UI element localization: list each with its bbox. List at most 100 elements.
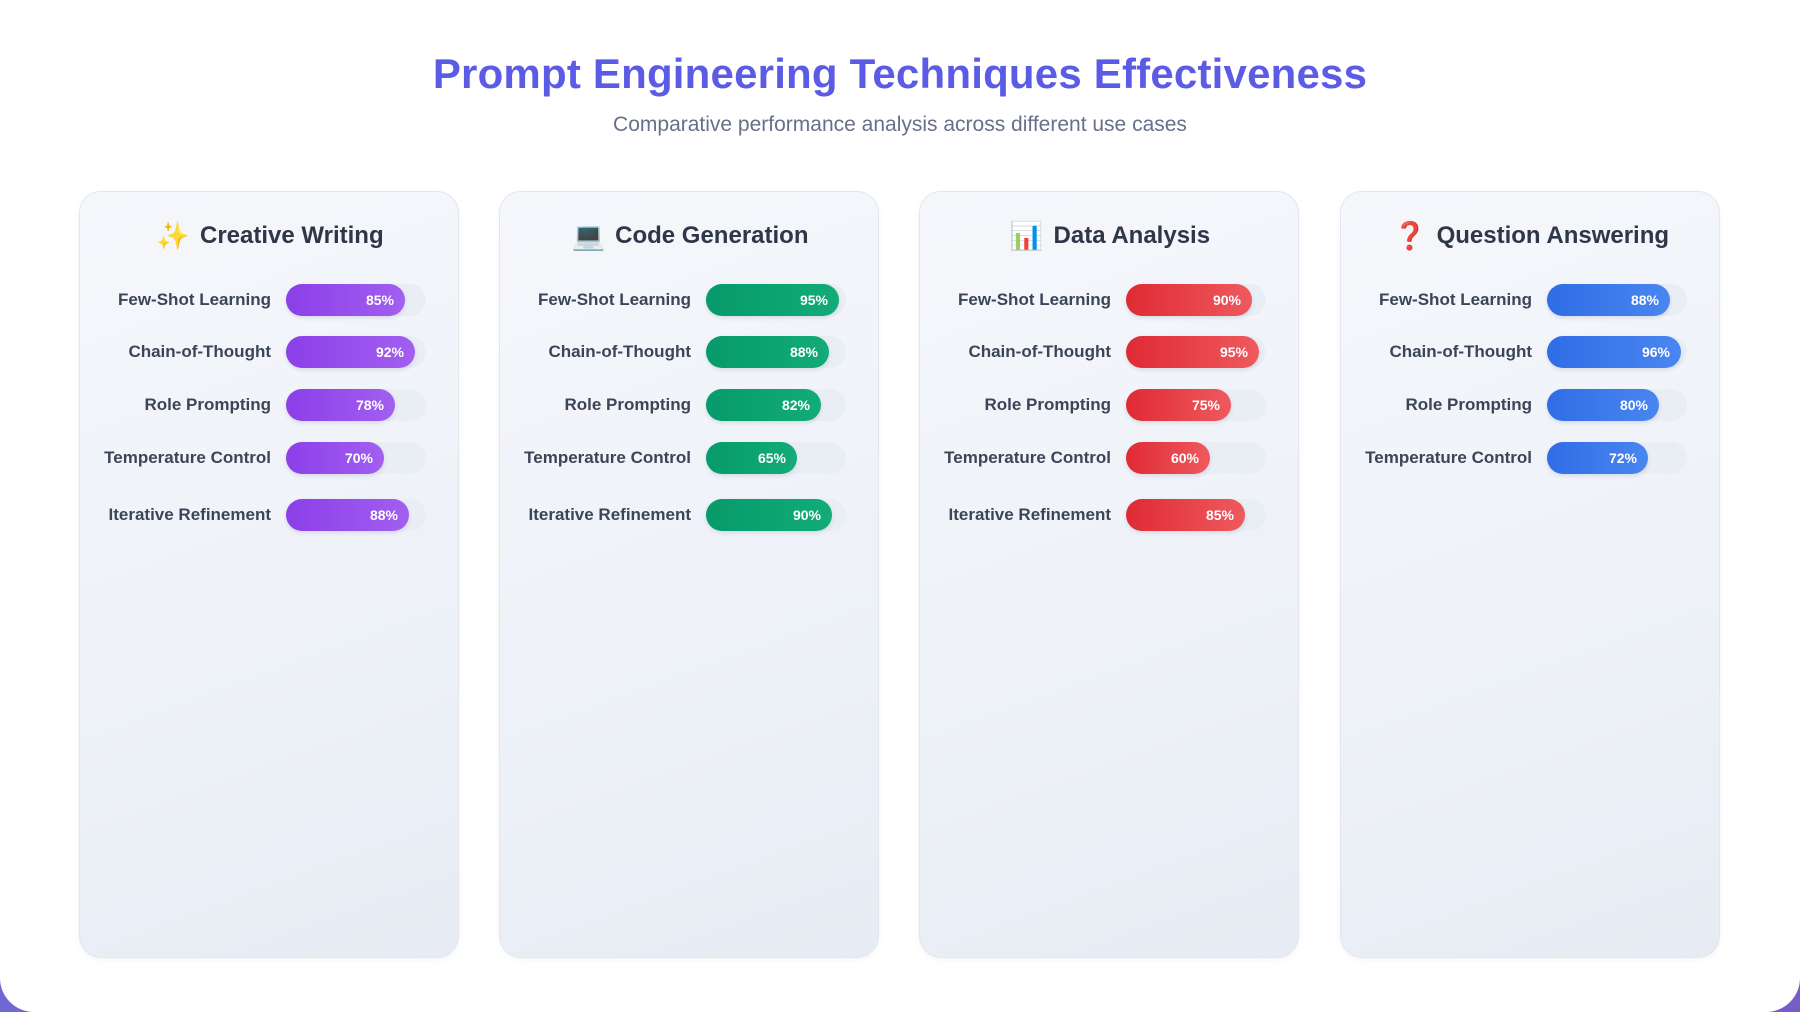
card-header: 📊 Data Analysis	[920, 222, 1300, 250]
bar-track: 88%	[286, 499, 426, 531]
bar-value-label: 72%	[1608, 450, 1637, 466]
category-label: Chain-of-Thought	[1389, 342, 1532, 361]
bar-row: Few-Shot Learning 88%	[1341, 280, 1721, 320]
bar-value-label: 75%	[1191, 397, 1220, 413]
card-title: Creative Writing	[200, 222, 384, 249]
page-subtitle: Comparative performance analysis across …	[613, 113, 1187, 136]
bar-row: Few-Shot Learning 90%	[920, 280, 1300, 320]
bar-value-label: 82%	[781, 397, 810, 413]
category-label: Chain-of-Thought	[548, 342, 691, 361]
category-label: Iterative Refinement	[108, 505, 272, 524]
bar: 85%	[1126, 499, 1245, 531]
bar: 95%	[1126, 336, 1259, 368]
card-header: ❓ Question Answering	[1341, 222, 1721, 250]
bar-track: 88%	[706, 336, 846, 368]
bar-row: Role Prompting 75%	[920, 385, 1300, 425]
category-label: Role Prompting	[144, 395, 271, 414]
bar-row: Chain-of-Thought 96%	[1341, 332, 1721, 372]
card-title: Question Answering	[1436, 222, 1670, 249]
card-title: Code Generation	[615, 222, 809, 249]
category-label: Iterative Refinement	[528, 505, 692, 524]
bar-track: 90%	[1126, 284, 1266, 316]
category-label: Few-Shot Learning	[538, 290, 691, 309]
bar-row: Role Prompting 82%	[500, 385, 880, 425]
bar-row: Role Prompting 80%	[1341, 385, 1721, 425]
card-header: 💻 Code Generation	[500, 222, 880, 250]
bar-value-label: 78%	[355, 397, 384, 413]
bar: 60%	[1126, 442, 1210, 474]
category-label: Few-Shot Learning	[958, 290, 1111, 309]
card-question-answering: ❓ Question Answering Few-Shot Learning 88…	[1340, 191, 1720, 958]
bar-track: 75%	[1126, 389, 1266, 421]
bar-row: Role Prompting 78%	[80, 385, 460, 425]
bar-value-label: 88%	[789, 344, 818, 360]
bar-value-label: 85%	[365, 292, 394, 308]
bar-track: 85%	[286, 284, 426, 316]
bar-row: Chain-of-Thought 88%	[500, 332, 880, 372]
bar: 85%	[286, 284, 405, 316]
bar-chart-icon: 📊	[1009, 220, 1044, 251]
bar-track: 96%	[1547, 336, 1687, 368]
bar-track: 95%	[1126, 336, 1266, 368]
bar-track: 78%	[286, 389, 426, 421]
bar: 95%	[706, 284, 839, 316]
category-label: Temperature Control	[104, 448, 271, 467]
bar: 70%	[286, 442, 384, 474]
category-label: Role Prompting	[1405, 395, 1532, 414]
category-label: Temperature Control	[524, 448, 691, 467]
card-title: Data Analysis	[1053, 222, 1211, 249]
bar-value-label: 96%	[1641, 344, 1670, 360]
category-label: Temperature Control	[1365, 448, 1532, 467]
bar-value-label: 95%	[799, 292, 828, 308]
bar-value-label: 88%	[1630, 292, 1659, 308]
bar: 88%	[1547, 284, 1670, 316]
bar-value-label: 70%	[344, 450, 373, 466]
category-label: Role Prompting	[564, 395, 691, 414]
category-label: Few-Shot Learning	[118, 290, 271, 309]
bar-row: Few-Shot Learning 85%	[80, 280, 460, 320]
bar-row: Chain-of-Thought 92%	[80, 332, 460, 372]
bar-track: 90%	[706, 499, 846, 531]
sparkles-icon: ✨	[156, 220, 190, 251]
bar-track: 80%	[1547, 389, 1687, 421]
bar-value-label: 90%	[1212, 292, 1241, 308]
bar-value-label: 95%	[1219, 344, 1248, 360]
bar-track: 92%	[286, 336, 426, 368]
bar: 90%	[706, 499, 832, 531]
card-header: ✨ Creative Writing	[80, 222, 460, 250]
category-label: Temperature Control	[944, 448, 1111, 467]
bar: 88%	[706, 336, 829, 368]
bar-track: 88%	[1547, 284, 1687, 316]
card-code-generation: 💻 Code Generation Few-Shot Learning 95% Ch…	[499, 191, 879, 958]
category-label: Chain-of-Thought	[968, 342, 1111, 361]
bar: 96%	[1547, 336, 1681, 368]
bar-value-label: 88%	[369, 507, 398, 523]
laptop-icon: 💻	[571, 220, 606, 251]
page-title: Prompt Engineering Techniques Effectiven…	[432, 50, 1368, 97]
bar-row: Temperature Control 70%	[80, 438, 460, 478]
bar-value-label: 85%	[1205, 507, 1234, 523]
category-label: Role Prompting	[984, 395, 1111, 414]
bar: 72%	[1547, 442, 1648, 474]
bar-track: 65%	[706, 442, 846, 474]
bar-track: 60%	[1126, 442, 1266, 474]
bar-value-label: 90%	[792, 507, 821, 523]
bar: 65%	[706, 442, 797, 474]
bar-row: Temperature Control 60%	[920, 438, 1300, 478]
bar: 80%	[1547, 389, 1659, 421]
bar: 92%	[286, 336, 415, 368]
category-label: Iterative Refinement	[948, 505, 1112, 524]
bar-row: Iterative Refinement 88%	[80, 495, 460, 535]
bar-track: 82%	[706, 389, 846, 421]
bar: 75%	[1126, 389, 1231, 421]
bar-value-label: 92%	[375, 344, 404, 360]
card-data-analysis: 📊 Data Analysis Few-Shot Learning 90% Chai…	[919, 191, 1299, 958]
bar: 88%	[286, 499, 409, 531]
bar-track: 95%	[706, 284, 846, 316]
bar-row: Iterative Refinement 85%	[920, 495, 1300, 535]
category-label: Few-Shot Learning	[1379, 290, 1532, 309]
bar-value-label: 80%	[1619, 397, 1648, 413]
bar-row: Chain-of-Thought 95%	[920, 332, 1300, 372]
category-label: Chain-of-Thought	[128, 342, 271, 361]
